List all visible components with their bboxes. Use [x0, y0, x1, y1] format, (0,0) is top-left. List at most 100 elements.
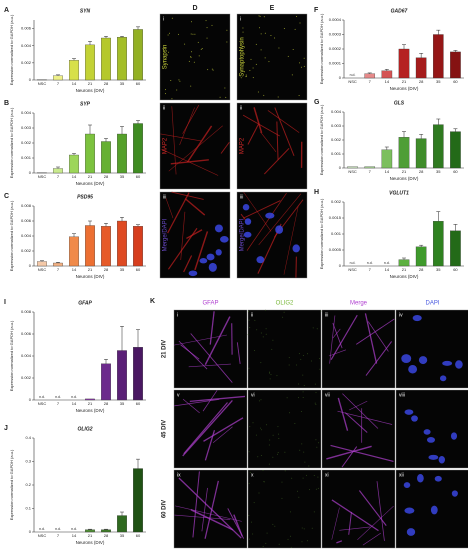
puncta — [298, 353, 300, 355]
puncta — [297, 490, 299, 492]
puncta — [248, 310, 250, 312]
neurite — [341, 446, 358, 468]
nucleus — [243, 231, 252, 238]
x-tick-label: 60 — [453, 267, 458, 272]
bar — [432, 124, 444, 169]
x-tick-label: 35 — [436, 169, 441, 174]
puncta — [301, 541, 303, 543]
error-bar — [136, 224, 140, 227]
puncta — [287, 538, 289, 540]
error-bar — [88, 220, 92, 226]
numeral: ii — [163, 105, 165, 111]
error-bar — [136, 26, 140, 30]
y-tick-label: 0.002 — [331, 137, 342, 142]
error-bar — [419, 244, 424, 247]
bar — [53, 75, 63, 81]
nucleus — [418, 356, 428, 365]
error-bar — [402, 257, 406, 260]
x-tick-label: 21 — [402, 169, 407, 174]
puncta — [248, 367, 250, 369]
x-tick-label: 28 — [419, 79, 424, 84]
puncta — [300, 410, 302, 412]
numeral: vi — [251, 392, 255, 398]
puncta — [289, 535, 291, 537]
puncta — [250, 521, 252, 523]
puncta — [281, 497, 283, 499]
x-tick-label: 14 — [385, 79, 390, 84]
puncta — [245, 75, 247, 77]
y-axis-label: Expression normalized to GAPDH (a.u.) — [9, 107, 14, 178]
puncta — [255, 434, 257, 436]
numeral: v — [177, 392, 180, 398]
y-tick-label: 0.0015 — [329, 215, 342, 220]
neurite — [188, 363, 231, 368]
x-axis-label: Neurons (DIV) — [76, 181, 105, 186]
bar — [133, 468, 143, 533]
puncta — [313, 511, 315, 513]
puncta — [249, 538, 251, 540]
bar — [37, 261, 47, 267]
value-label: n.d. — [39, 527, 45, 531]
y-tick-label: 0.3 — [25, 459, 31, 464]
puncta — [298, 496, 300, 498]
error-bar — [120, 511, 124, 516]
nucleus — [275, 225, 284, 234]
puncta — [263, 16, 265, 18]
puncta — [188, 60, 190, 62]
neurite — [190, 509, 234, 531]
nucleus — [188, 270, 198, 277]
puncta — [226, 41, 228, 43]
x-tick-label: NSC — [348, 267, 357, 272]
nucleus — [423, 429, 431, 435]
puncta — [262, 545, 264, 547]
neurite — [330, 314, 358, 360]
stain-label: Synaptophysin — [240, 37, 246, 76]
y-tick-label: 0.002 — [21, 140, 32, 145]
puncta — [249, 426, 251, 428]
bar — [69, 60, 79, 81]
neurite — [184, 198, 206, 216]
puncta — [177, 33, 179, 35]
nucleus — [403, 482, 411, 488]
puncta — [298, 95, 300, 97]
puncta — [176, 89, 178, 91]
neurite — [367, 321, 389, 352]
x-tick-label: 7 — [57, 81, 60, 86]
puncta — [249, 70, 251, 72]
neurite — [349, 400, 368, 411]
error-bar — [436, 29, 441, 35]
x-tick-label: 7 — [57, 401, 60, 406]
y-tick-label: 0.0005 — [329, 247, 342, 252]
puncta — [254, 350, 256, 352]
puncta — [303, 451, 305, 453]
puncta — [190, 33, 192, 35]
y-tick-label: 0.001 — [331, 151, 342, 156]
bar — [398, 137, 410, 169]
puncta — [292, 48, 294, 50]
x-tick-label: 35 — [120, 401, 125, 406]
puncta — [252, 533, 254, 535]
puncta — [302, 374, 304, 376]
puncta — [260, 33, 262, 35]
error-bar — [453, 224, 458, 231]
error-bar — [88, 41, 92, 45]
puncta — [265, 328, 267, 330]
y-tick-label: 0.006 — [21, 218, 32, 223]
puncta — [190, 57, 192, 59]
puncta — [205, 20, 207, 22]
micrograph — [159, 191, 231, 279]
neurite — [173, 334, 227, 346]
puncta — [252, 67, 254, 69]
chart-title: GAD67 — [391, 8, 408, 14]
y-axis-label: Expression normalized to GAPDH (a.u.) — [9, 320, 14, 391]
neurite — [161, 148, 219, 176]
puncta — [184, 43, 186, 45]
x-tick-label: 7 — [57, 174, 60, 179]
neurite — [165, 197, 174, 219]
panel-label: D — [192, 5, 197, 12]
numeral: x — [251, 472, 254, 478]
x-tick-label: 60 — [136, 174, 141, 179]
neurite — [357, 505, 394, 541]
micrograph — [159, 102, 231, 190]
x-axis-label: Neurons (DIV) — [390, 274, 419, 279]
